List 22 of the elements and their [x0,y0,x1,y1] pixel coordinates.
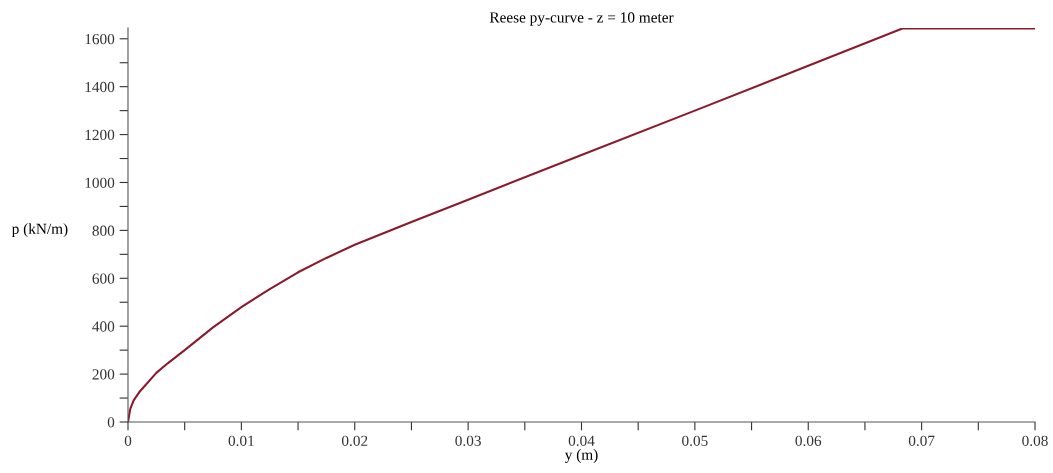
y-tick-label: 1600 [85,33,115,45]
x-tick-label: 0.05 [682,435,708,447]
x-tick-label: 0.03 [455,435,481,447]
y-tick-label: 0 [107,417,115,428]
y-tick-label: 400 [92,321,115,332]
x-tick-label: 0.08 [1022,435,1048,447]
x-tick-label: 0.04 [568,435,595,447]
y-tick-label: 1400 [85,81,115,93]
x-tick-label: 0 [124,435,132,446]
x-tick-label: 0.01 [228,435,254,447]
x-tick-label: 0.06 [795,435,822,447]
y-axis-title: p (kN/m) [11,223,68,238]
line-series [128,28,1035,422]
y-tick-label: 1000 [85,177,115,188]
y-tick-label: 200 [92,369,115,380]
y-tick-label: 800 [92,225,115,236]
y-tick-label: 600 [92,273,115,284]
x-tick-label: 0.07 [908,435,935,447]
x-tick-label: 0.02 [341,435,368,447]
chart-title: Reese py-curve - z = 10 meter [489,12,674,26]
y-tick-label: 1200 [85,129,115,141]
x-axis-title: y (m) [564,449,598,463]
